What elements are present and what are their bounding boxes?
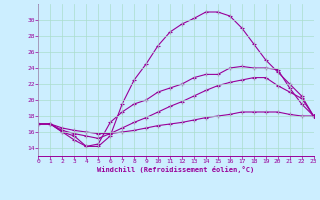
X-axis label: Windchill (Refroidissement éolien,°C): Windchill (Refroidissement éolien,°C) <box>97 166 255 173</box>
